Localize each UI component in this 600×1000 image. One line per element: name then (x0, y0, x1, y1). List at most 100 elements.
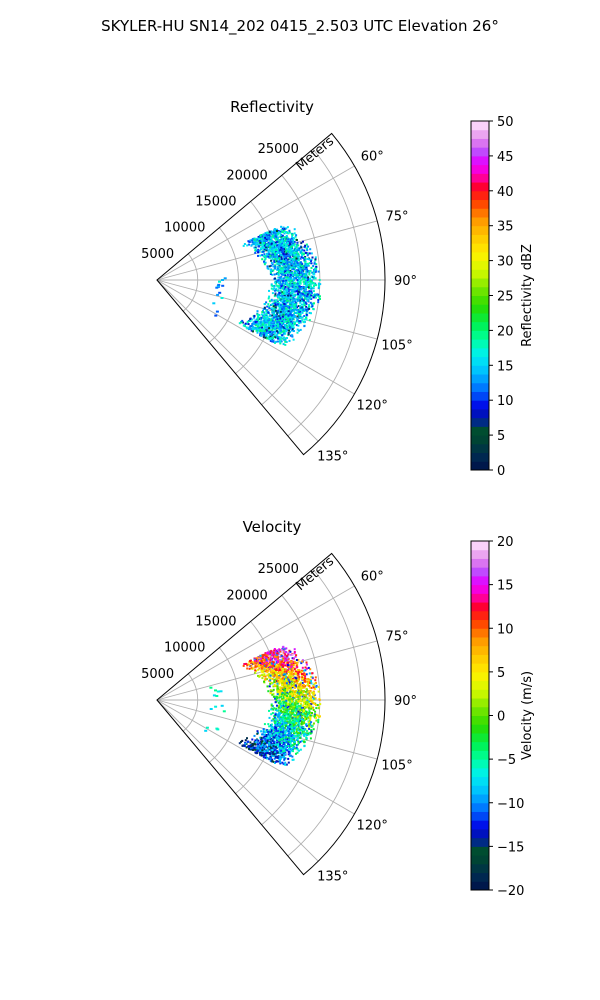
echo-point (265, 313, 268, 315)
echo-point (255, 241, 258, 244)
echo-point (281, 678, 284, 681)
echo-point (282, 657, 285, 660)
echo-point (279, 655, 282, 658)
echo-point (273, 742, 276, 744)
range-ring (287, 568, 362, 857)
echo-point (280, 270, 283, 273)
echo-point (271, 652, 274, 655)
echo-point (267, 244, 270, 247)
echo-point (279, 307, 282, 310)
echo-point (274, 323, 277, 326)
echo-point (308, 724, 310, 727)
echo-point (296, 262, 299, 264)
echo-point (246, 244, 249, 247)
echo-point (306, 667, 308, 670)
echo-point (299, 273, 302, 276)
echo-point (256, 331, 259, 334)
echo-point (297, 728, 300, 731)
echo-point (291, 235, 294, 238)
colorbar-tick-label: 5 (497, 429, 505, 444)
echo-point (298, 733, 301, 736)
echo-point (317, 282, 320, 285)
echo-point (254, 244, 257, 246)
echo-point (287, 678, 290, 681)
echo-point (279, 339, 281, 342)
echo-point (283, 296, 285, 299)
echo-point (272, 340, 275, 343)
echo-point (285, 267, 288, 270)
echo-point (289, 274, 292, 277)
echo-point (283, 686, 286, 689)
echo-point (267, 690, 270, 693)
echo-point (289, 322, 292, 325)
echo-point (268, 322, 271, 325)
echo-point (282, 343, 285, 346)
echo-point (279, 312, 282, 315)
echo-point (265, 249, 268, 252)
echo-point (290, 725, 293, 728)
echo-point (293, 304, 295, 307)
echo-point (280, 751, 283, 753)
colorbar-segment (471, 417, 489, 427)
echo-point (270, 713, 273, 716)
echo-point (286, 665, 289, 668)
echo-point (272, 708, 275, 711)
echo-point (260, 316, 263, 319)
echo-point (262, 250, 265, 253)
echo-point (275, 248, 278, 251)
echo-point (303, 718, 306, 721)
echo-point (275, 289, 278, 291)
echo-point (249, 744, 252, 746)
echo-point (281, 239, 283, 242)
echo-point (282, 305, 285, 308)
echo-point (290, 743, 293, 746)
echo-point (282, 693, 285, 696)
echo-point (268, 253, 271, 256)
echo-point (312, 693, 315, 696)
echo-point (249, 317, 252, 320)
echo-point (268, 716, 271, 719)
echo-point (276, 265, 279, 268)
echo-point (269, 339, 272, 342)
echo-point (289, 288, 292, 291)
echo-point (305, 317, 308, 320)
echo-point (254, 246, 257, 249)
echo-point (279, 725, 282, 728)
echo-point (272, 305, 275, 308)
echo-point (303, 283, 306, 285)
echo-point (255, 239, 258, 242)
echo-point (299, 277, 302, 280)
echo-point (257, 248, 260, 251)
echo-point (301, 740, 304, 743)
echo-point (292, 297, 295, 300)
echo-point (277, 736, 280, 739)
echo-point (282, 268, 285, 271)
echo-point (297, 324, 300, 327)
echo-point (277, 276, 280, 279)
echo-point (314, 296, 317, 299)
echo-point (298, 287, 301, 290)
echo-point (302, 272, 305, 275)
echo-point (281, 303, 284, 306)
echo-point (265, 332, 268, 335)
range-tick-label: 15000 (195, 194, 236, 209)
echo-point (315, 267, 318, 270)
echo-point (268, 307, 271, 310)
echo-point (275, 732, 278, 734)
echo-point (260, 318, 263, 321)
echo-point (276, 230, 278, 232)
echo-point (294, 265, 297, 268)
echo-point (293, 277, 296, 280)
echo-point (295, 690, 298, 692)
echo-point (261, 311, 264, 313)
echo-point (268, 752, 271, 755)
echo-point (292, 664, 295, 666)
echo-point (271, 749, 274, 751)
echo-point (304, 685, 307, 687)
echo-point (285, 689, 288, 692)
echo-point (293, 285, 296, 288)
echo-point (272, 265, 275, 268)
echo-point (284, 297, 287, 300)
echo-point (256, 730, 259, 733)
echo-point (274, 761, 276, 764)
